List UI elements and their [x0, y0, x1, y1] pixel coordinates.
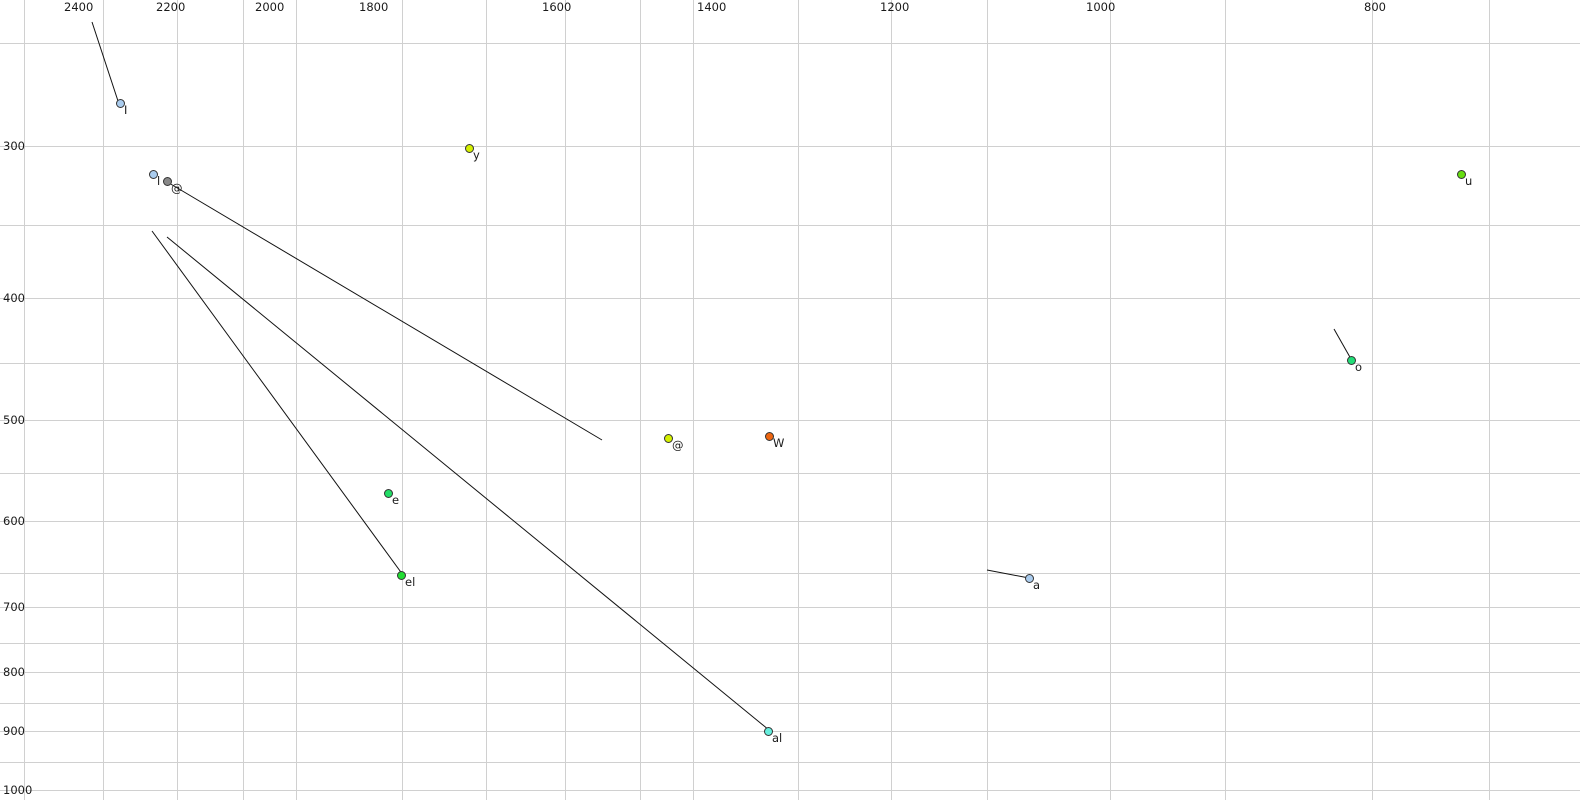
gridline-horizontal — [0, 298, 1580, 299]
gridline-vertical — [891, 0, 892, 800]
data-point-label: al — [772, 731, 783, 745]
data-point-marker[interactable] — [1456, 169, 1466, 179]
connector-line — [166, 236, 770, 731]
data-point-marker[interactable] — [764, 431, 774, 441]
gridline-horizontal — [0, 731, 1580, 732]
gridline-horizontal — [0, 363, 1580, 364]
data-point-label: u — [1465, 174, 1473, 188]
gridline-vertical — [1225, 0, 1226, 800]
data-point-marker[interactable] — [162, 176, 172, 186]
connector-line — [91, 21, 119, 102]
y-tick-label: 500 — [3, 413, 25, 427]
gridline-vertical — [243, 0, 244, 800]
gridline-horizontal — [0, 643, 1580, 644]
x-tick-label: 2200 — [156, 0, 186, 14]
x-tick-label: 1800 — [359, 0, 389, 14]
gridline-vertical — [296, 0, 297, 800]
gridline-vertical — [565, 0, 566, 800]
data-point-label: a — [1033, 578, 1041, 592]
data-point-label: @ — [171, 181, 183, 195]
gridline-vertical — [1110, 0, 1111, 800]
gridline-vertical — [402, 0, 403, 800]
gridline-vertical — [24, 0, 25, 800]
data-point-label: I — [124, 103, 128, 117]
gridline-horizontal — [0, 420, 1580, 421]
connector-line — [986, 569, 1030, 579]
y-tick-label: 900 — [3, 724, 25, 738]
data-point-marker[interactable] — [1024, 573, 1034, 583]
gridline-vertical — [177, 0, 178, 800]
data-point-marker[interactable] — [464, 143, 474, 153]
data-point-marker[interactable] — [1346, 355, 1356, 365]
connector-line — [168, 182, 603, 441]
gridline-horizontal — [0, 146, 1580, 147]
gridline-horizontal — [0, 762, 1580, 763]
data-point-marker[interactable] — [396, 570, 406, 580]
gridline-vertical — [640, 0, 641, 800]
gridline-vertical — [103, 0, 104, 800]
connector-line — [1333, 328, 1352, 360]
x-tick-label: 2400 — [64, 0, 94, 14]
gridline-vertical — [987, 0, 988, 800]
x-tick-label: 1600 — [542, 0, 572, 14]
gridline-vertical — [1489, 0, 1490, 800]
data-point-marker[interactable] — [148, 169, 158, 179]
data-point-label: @ — [672, 438, 684, 452]
gridline-horizontal — [0, 573, 1580, 574]
gridline-horizontal — [0, 790, 1580, 791]
gridline-horizontal — [0, 225, 1580, 226]
data-point-marker[interactable] — [763, 726, 773, 736]
y-tick-label: 300 — [3, 139, 25, 153]
data-point-label: e — [392, 493, 400, 507]
y-tick-label: 600 — [3, 514, 25, 528]
x-tick-label: 1200 — [880, 0, 910, 14]
data-point-marker[interactable] — [383, 488, 393, 498]
y-tick-label: 800 — [3, 665, 25, 679]
gridline-horizontal — [0, 43, 1580, 44]
gridline-vertical — [693, 0, 694, 800]
x-tick-label: 2000 — [255, 0, 285, 14]
x-tick-label: 800 — [1364, 0, 1386, 14]
gridline-vertical — [486, 0, 487, 800]
gridline-horizontal — [0, 521, 1580, 522]
y-tick-label: 1000 — [3, 783, 33, 797]
data-point-label: y — [473, 148, 480, 162]
y-tick-label: 400 — [3, 291, 25, 305]
data-point-label: o — [1355, 360, 1363, 374]
data-point-marker[interactable] — [115, 98, 125, 108]
connector-line — [151, 230, 404, 576]
data-point-label: W — [773, 436, 785, 450]
data-point-marker[interactable] — [663, 433, 673, 443]
data-point-label: l — [157, 174, 161, 188]
data-point-label: el — [405, 575, 416, 589]
gridline-horizontal — [0, 672, 1580, 673]
gridline-horizontal — [0, 703, 1580, 704]
gridline-horizontal — [0, 607, 1580, 608]
x-tick-label: 1400 — [697, 0, 727, 14]
y-tick-label: 700 — [3, 600, 25, 614]
gridline-horizontal — [0, 473, 1580, 474]
gridline-vertical — [1372, 0, 1373, 800]
gridline-vertical — [798, 0, 799, 800]
x-tick-label: 1000 — [1086, 0, 1116, 14]
